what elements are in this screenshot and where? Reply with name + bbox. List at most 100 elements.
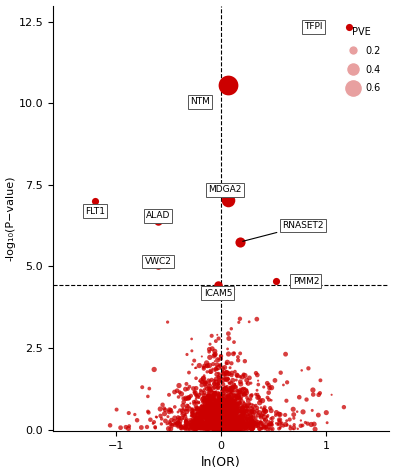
Point [213, 420, 220, 428]
Point [199, 408, 205, 415]
Point [209, 393, 215, 400]
Point [218, 416, 224, 424]
Point [269, 414, 276, 422]
Point [245, 402, 251, 409]
Point [223, 420, 229, 428]
Point [186, 369, 192, 376]
Point [248, 420, 254, 428]
Point [209, 417, 216, 424]
Point [205, 391, 211, 399]
Point [203, 421, 209, 428]
Point [232, 421, 238, 429]
Point [236, 400, 243, 408]
Point [191, 398, 197, 406]
Point [243, 419, 249, 427]
Point [201, 392, 208, 399]
Point [202, 425, 209, 432]
Point [227, 380, 233, 387]
Point [107, 421, 113, 429]
Point [205, 414, 211, 422]
Point [188, 412, 194, 420]
Point [213, 424, 220, 431]
Point [200, 403, 206, 410]
Point [229, 399, 235, 407]
Point [215, 420, 221, 428]
Point [243, 418, 249, 426]
Point [273, 408, 280, 416]
Point [265, 389, 272, 397]
Point [196, 394, 202, 401]
Point [248, 408, 254, 415]
Point [198, 402, 205, 409]
Point [162, 406, 168, 414]
Point [210, 410, 216, 418]
Point [229, 415, 235, 423]
Point [186, 425, 192, 433]
Point [190, 406, 196, 414]
Point [199, 381, 205, 389]
Point [182, 425, 188, 432]
Point [232, 424, 239, 431]
Point [210, 421, 216, 428]
Point [199, 407, 205, 415]
Point [212, 424, 218, 431]
Point [224, 419, 231, 427]
Point [216, 421, 222, 428]
Point [231, 408, 237, 416]
Point [222, 403, 228, 410]
Point [225, 375, 231, 383]
Point [214, 380, 220, 388]
Point [253, 418, 259, 426]
Point [241, 399, 247, 407]
Point [238, 418, 245, 426]
Point [227, 414, 233, 421]
Point [203, 413, 209, 420]
Point [219, 396, 225, 403]
Point [254, 391, 261, 399]
Point [235, 415, 242, 422]
Point [257, 426, 263, 433]
Point [207, 423, 213, 431]
Point [231, 412, 237, 420]
Point [226, 350, 232, 358]
Point [315, 411, 322, 419]
Point [215, 382, 222, 390]
Point [219, 414, 226, 422]
Point [212, 415, 218, 423]
Point [186, 394, 192, 401]
Point [216, 411, 222, 419]
Point [199, 425, 206, 432]
Point [194, 409, 200, 417]
Point [212, 419, 218, 427]
Point [197, 419, 203, 427]
Point [229, 423, 235, 430]
Point [224, 400, 230, 408]
Point [196, 406, 203, 413]
Point [173, 421, 179, 428]
Point [187, 404, 194, 412]
Point [196, 399, 202, 407]
Point [226, 420, 233, 428]
Point [207, 408, 213, 416]
Point [201, 406, 207, 414]
Point [215, 423, 221, 431]
Point [162, 410, 168, 418]
Point [229, 415, 235, 422]
Point [224, 368, 231, 376]
Point [193, 424, 199, 431]
Point [220, 413, 227, 420]
Point [242, 423, 248, 431]
Point [199, 420, 205, 428]
Point [208, 424, 214, 431]
Point [181, 424, 188, 432]
Point [212, 424, 218, 431]
Point [249, 425, 255, 433]
Point [179, 423, 185, 431]
Point [243, 416, 250, 423]
Point [227, 411, 233, 419]
Point [228, 420, 235, 428]
Point [252, 390, 259, 398]
Point [199, 409, 206, 417]
Point [226, 387, 232, 394]
Point [179, 408, 185, 416]
